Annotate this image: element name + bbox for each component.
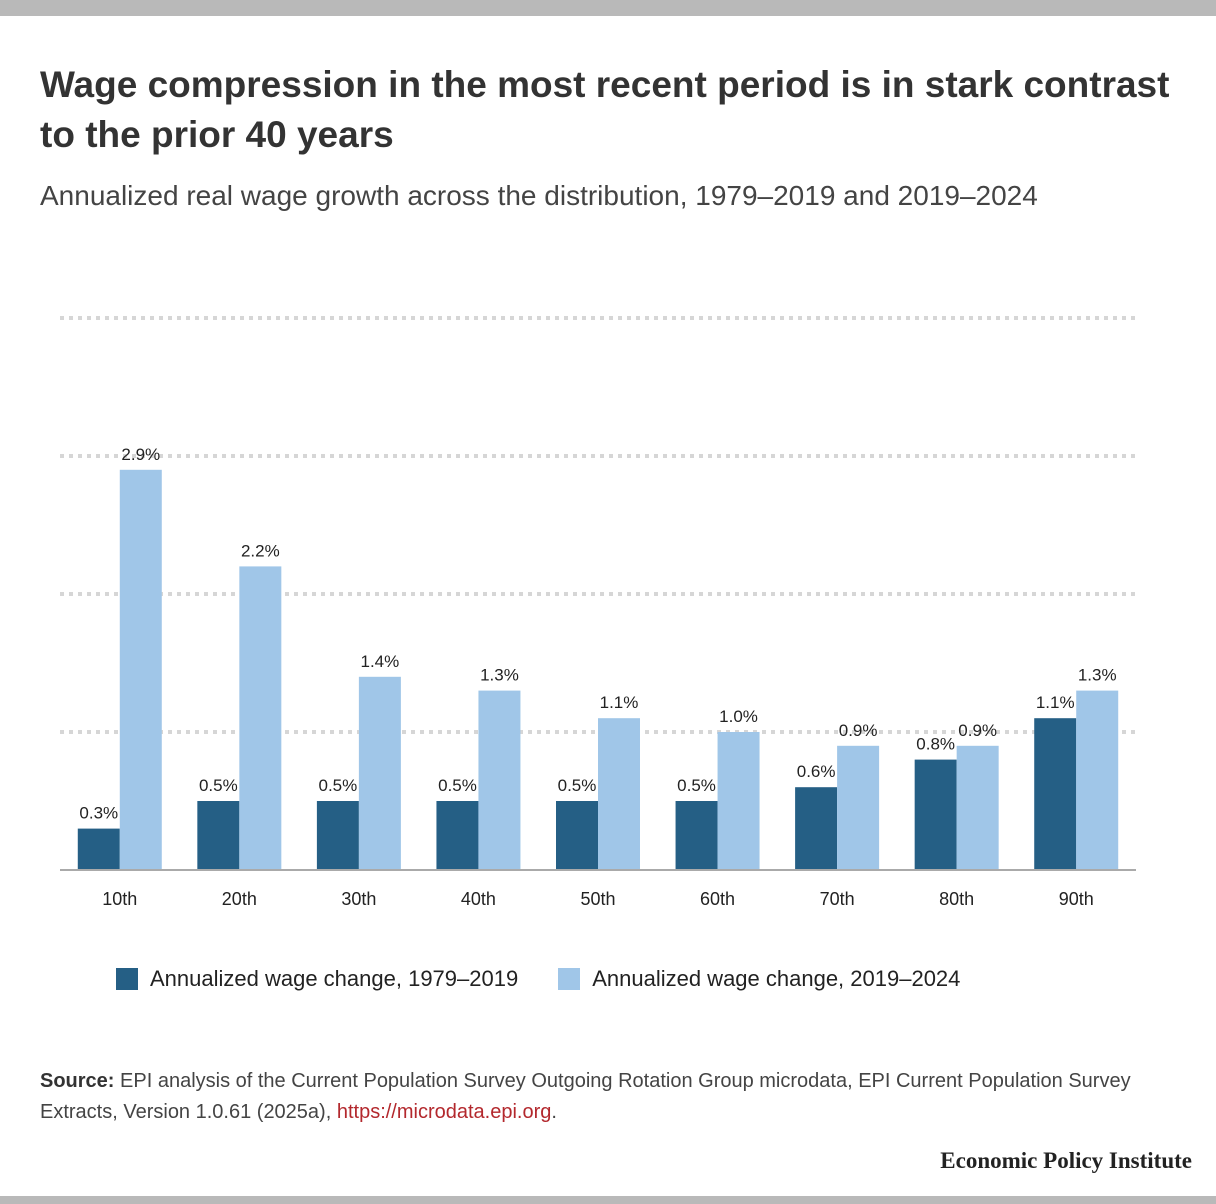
top-border — [0, 0, 1216, 16]
source-end: . — [551, 1101, 557, 1123]
bar-90th-series-1 — [1034, 718, 1077, 870]
source-link[interactable]: https://microdata.epi.org — [336, 1101, 552, 1123]
bar-80th-series-2 — [956, 745, 999, 870]
bar-50th-series-1 — [556, 801, 598, 870]
data-label-90th-series-2: 1.3% — [1078, 666, 1117, 685]
bar-80th-series-1 — [914, 759, 957, 870]
data-label-20th-series-1: 0.5% — [199, 776, 238, 795]
x-axis: 10th 20th 30th 40th 50th 60th 70th 80th 90th — [60, 869, 1136, 909]
data-label-50th-series-1: 0.5% — [558, 776, 597, 795]
x-tick-label: 70th — [820, 889, 855, 909]
source-text: EPI analysis of the Current Population S… — [40, 1070, 1131, 1123]
bar-60th-series-2 — [717, 732, 760, 870]
data-label-40th-series-1: 0.5% — [438, 776, 477, 795]
data-label-40th-series-2: 1.3% — [480, 666, 519, 685]
bar-10th-series-1 — [77, 828, 120, 870]
data-label-70th-series-1: 0.6% — [797, 762, 836, 781]
gridlines — [60, 316, 1136, 734]
bar-40th-series-2 — [478, 690, 521, 870]
x-tick-label: 30th — [341, 889, 376, 909]
data-label-10th-series-1: 0.3% — [79, 804, 118, 823]
source-label: Source: — [40, 1070, 115, 1092]
bar-value-labels: 0.3% 2.9% 0.5% 2.2% 0.5% 1.4% 0.5% 1.3% 0.5% 1.1%… — [79, 445, 1116, 823]
bar-20th-series-2 — [239, 566, 282, 870]
bar-10th-series-2 — [119, 469, 162, 870]
data-label-70th-series-2: 0.9% — [839, 721, 878, 740]
bars — [77, 469, 1119, 870]
source-note: Source: EPI analysis of the Current Popu… — [40, 1066, 1190, 1128]
bar-40th-series-1 — [436, 801, 479, 870]
data-label-30th-series-2: 1.4% — [361, 652, 400, 671]
x-tick-label: 10th — [102, 889, 137, 909]
bar-90th-series-2 — [1076, 690, 1119, 870]
data-label-60th-series-1: 0.5% — [677, 776, 716, 795]
bar-70th-series-2 — [837, 745, 880, 870]
legend-label-series-1: Annualized wage change, 1979–2019 — [150, 966, 519, 991]
legend-item-series-2: Annualized wage change, 2019–2024 — [558, 966, 960, 992]
legend: Annualized wage change, 1979–2019 Annual… — [116, 966, 1000, 992]
legend-item-series-1: Annualized wage change, 1979–2019 — [116, 966, 518, 992]
data-label-10th-series-2: 2.9% — [121, 445, 160, 464]
legend-swatch-series-1 — [116, 968, 138, 990]
data-label-50th-series-2: 1.1% — [600, 693, 639, 712]
bar-chart: 0.3% 2.9% 0.5% 2.2% 0.5% 1.4% 0.5% 1.3% 0.5% 1.1%… — [60, 316, 1136, 909]
data-label-30th-series-1: 0.5% — [319, 776, 358, 795]
bottom-border — [0, 1196, 1216, 1204]
bar-50th-series-2 — [598, 718, 640, 870]
chart-subtitle: Annualized real wage growth across the d… — [40, 180, 1038, 211]
data-label-80th-series-2: 0.9% — [958, 721, 997, 740]
x-tick-label: 90th — [1059, 889, 1094, 909]
bar-30th-series-2 — [358, 676, 401, 870]
brand-logo-text: Economic Policy Institute — [940, 1148, 1192, 1173]
data-label-90th-series-1: 1.1% — [1036, 693, 1075, 712]
x-tick-label: 40th — [461, 889, 496, 909]
data-label-20th-series-2: 2.2% — [241, 541, 280, 560]
bar-20th-series-1 — [197, 801, 240, 870]
x-tick-label: 80th — [939, 889, 974, 909]
legend-swatch-series-2 — [558, 968, 581, 990]
x-tick-label: 60th — [700, 889, 735, 909]
x-tick-label: 20th — [222, 889, 257, 909]
bar-30th-series-1 — [316, 801, 359, 870]
chart-title: Wage compression in the most recent peri… — [40, 64, 1170, 155]
bar-70th-series-1 — [795, 787, 838, 870]
data-label-80th-series-1: 0.8% — [916, 735, 955, 754]
x-tick-label: 50th — [580, 889, 615, 909]
bar-60th-series-1 — [675, 801, 718, 870]
legend-label-series-2: Annualized wage change, 2019–2024 — [592, 966, 961, 991]
data-label-60th-series-2: 1.0% — [719, 707, 758, 726]
